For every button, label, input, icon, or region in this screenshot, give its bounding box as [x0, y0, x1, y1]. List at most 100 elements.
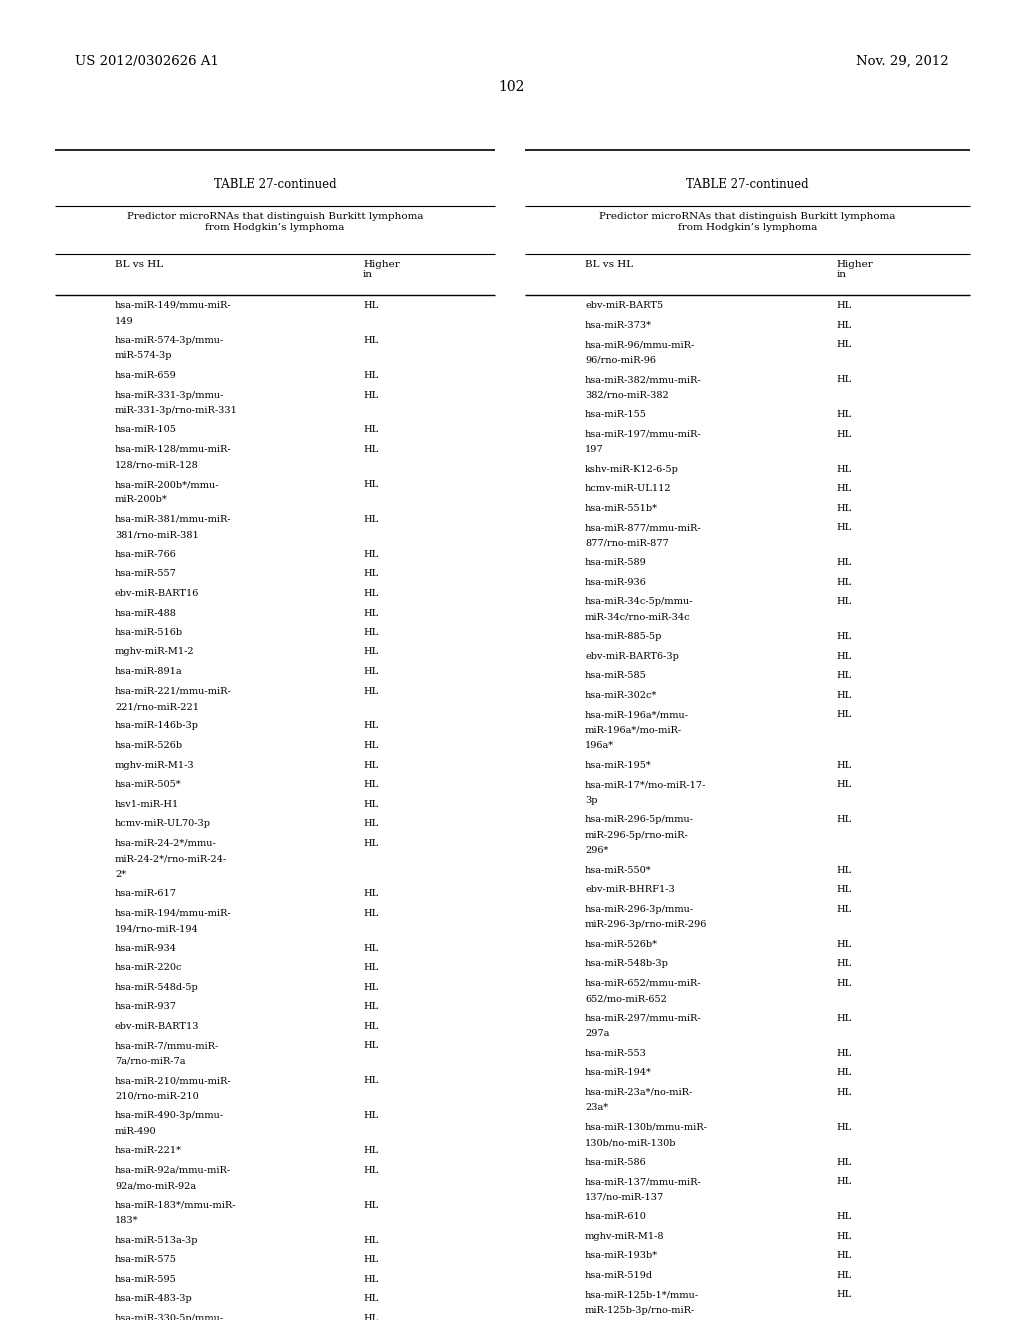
Text: HL: HL: [837, 301, 852, 310]
Text: HL: HL: [837, 904, 852, 913]
Text: HL: HL: [362, 944, 378, 953]
Text: hsa-miR-548d-5p: hsa-miR-548d-5p: [115, 982, 199, 991]
Text: HL: HL: [837, 632, 852, 642]
Text: BL vs HL: BL vs HL: [585, 260, 633, 269]
Text: hsa-miR-513a-3p: hsa-miR-513a-3p: [115, 1236, 199, 1245]
Text: mghv-miR-M1-8: mghv-miR-M1-8: [585, 1232, 665, 1241]
Text: 130b/no-miR-130b: 130b/no-miR-130b: [585, 1138, 677, 1147]
Text: hsa-miR-617: hsa-miR-617: [115, 888, 177, 898]
Text: HL: HL: [837, 814, 852, 824]
Text: HL: HL: [837, 1068, 852, 1077]
Text: HL: HL: [837, 484, 852, 492]
Text: hsa-miR-505*: hsa-miR-505*: [115, 780, 181, 789]
Text: HL: HL: [362, 515, 378, 524]
Text: 137/no-miR-137: 137/no-miR-137: [585, 1192, 665, 1201]
Text: HL: HL: [362, 1076, 378, 1085]
Text: 96/rno-miR-96: 96/rno-miR-96: [585, 355, 656, 364]
Text: 197: 197: [585, 445, 603, 454]
Text: 23a*: 23a*: [585, 1104, 608, 1111]
Text: HL: HL: [837, 1088, 852, 1097]
Text: hsa-miR-331-3p/mmu-: hsa-miR-331-3p/mmu-: [115, 391, 224, 400]
Text: miR-490: miR-490: [115, 1126, 157, 1135]
Text: hsa-miR-373*: hsa-miR-373*: [585, 321, 652, 330]
Text: HL: HL: [837, 411, 852, 418]
Text: hsa-miR-585: hsa-miR-585: [585, 671, 647, 680]
Text: hsa-miR-105: hsa-miR-105: [115, 425, 177, 434]
Text: hsa-miR-125b-1*/mmu-: hsa-miR-125b-1*/mmu-: [585, 1290, 699, 1299]
Text: HL: HL: [362, 569, 378, 578]
Text: hsa-miR-197/mmu-miR-: hsa-miR-197/mmu-miR-: [585, 429, 701, 438]
Text: 3p: 3p: [585, 796, 597, 804]
Text: hsa-miR-575: hsa-miR-575: [115, 1255, 177, 1265]
Text: HL: HL: [362, 838, 378, 847]
Text: ebv-miR-BART6-3p: ebv-miR-BART6-3p: [585, 652, 679, 660]
Text: HL: HL: [362, 391, 378, 400]
Text: HL: HL: [837, 978, 852, 987]
Text: TABLE 27-continued: TABLE 27-continued: [686, 178, 809, 191]
Text: 210/rno-miR-210: 210/rno-miR-210: [115, 1092, 199, 1101]
Text: HL: HL: [837, 558, 852, 568]
Text: HL: HL: [837, 960, 852, 968]
Text: hsa-miR-610: hsa-miR-610: [585, 1212, 647, 1221]
Text: hcmv-miR-UL70-3p: hcmv-miR-UL70-3p: [115, 818, 211, 828]
Text: ebv-miR-BART16: ebv-miR-BART16: [115, 589, 200, 598]
Text: 149: 149: [115, 317, 133, 326]
Text: HL: HL: [362, 1236, 378, 1245]
Text: HL: HL: [362, 1041, 378, 1049]
Text: HL: HL: [362, 1294, 378, 1303]
Text: mghv-miR-M1-3: mghv-miR-M1-3: [115, 760, 195, 770]
Text: HL: HL: [362, 1200, 378, 1209]
Text: HL: HL: [362, 1255, 378, 1265]
Text: hsa-miR-550*: hsa-miR-550*: [585, 866, 651, 875]
Text: miR-196a*/mo-miR-: miR-196a*/mo-miR-: [585, 726, 682, 734]
Text: HL: HL: [837, 866, 852, 875]
Text: 652/mo-miR-652: 652/mo-miR-652: [585, 994, 667, 1003]
Text: ebv-miR-BART13: ebv-miR-BART13: [115, 1022, 200, 1031]
Text: HL: HL: [362, 964, 378, 972]
Text: HL: HL: [362, 480, 378, 488]
Text: hsa-miR-24-2*/mmu-: hsa-miR-24-2*/mmu-: [115, 838, 217, 847]
Text: miR-331-3p/rno-miR-331: miR-331-3p/rno-miR-331: [115, 407, 238, 414]
Text: HL: HL: [837, 465, 852, 474]
Text: miR-125b-3p/rno-miR-: miR-125b-3p/rno-miR-: [585, 1305, 695, 1315]
Text: HL: HL: [362, 1002, 378, 1011]
Text: HL: HL: [362, 667, 378, 676]
Text: HL: HL: [362, 301, 378, 310]
Text: hsa-miR-516b: hsa-miR-516b: [115, 628, 183, 638]
Text: hsa-miR-194*: hsa-miR-194*: [585, 1068, 652, 1077]
Text: hsa-miR-128/mmu-miR-: hsa-miR-128/mmu-miR-: [115, 445, 231, 454]
Text: hsa-miR-483-3p: hsa-miR-483-3p: [115, 1294, 193, 1303]
Text: hsa-miR-885-5p: hsa-miR-885-5p: [585, 632, 663, 642]
Text: hsa-miR-553: hsa-miR-553: [585, 1048, 647, 1057]
Text: HL: HL: [362, 550, 378, 558]
Text: miR-296-3p/rno-miR-296: miR-296-3p/rno-miR-296: [585, 920, 708, 929]
Text: HL: HL: [837, 341, 852, 348]
Text: Predictor microRNAs that distinguish Burkitt lymphoma
from Hodgkin’s lymphoma: Predictor microRNAs that distinguish Bur…: [127, 213, 423, 232]
Text: miR-574-3p: miR-574-3p: [115, 351, 172, 360]
Text: hsa-miR-551b*: hsa-miR-551b*: [585, 503, 658, 512]
Text: ebv-miR-BART5: ebv-miR-BART5: [585, 301, 664, 310]
Text: HL: HL: [362, 1166, 378, 1175]
Text: ebv-miR-BHRF1-3: ebv-miR-BHRF1-3: [585, 884, 675, 894]
Text: HL: HL: [362, 628, 378, 638]
Text: HL: HL: [837, 321, 852, 330]
Text: hsa-miR-519d: hsa-miR-519d: [585, 1271, 653, 1279]
Text: hsa-miR-23a*/no-miR-: hsa-miR-23a*/no-miR-: [585, 1088, 693, 1097]
Text: hsa-miR-196a*/mmu-: hsa-miR-196a*/mmu-: [585, 710, 689, 719]
Text: HL: HL: [837, 578, 852, 586]
Text: HL: HL: [837, 1271, 852, 1279]
Text: hsa-miR-146b-3p: hsa-miR-146b-3p: [115, 722, 199, 730]
Text: 92a/mo-miR-92a: 92a/mo-miR-92a: [115, 1181, 197, 1191]
Text: HL: HL: [837, 690, 852, 700]
Text: HL: HL: [362, 1275, 378, 1283]
Text: HL: HL: [362, 908, 378, 917]
Text: HL: HL: [362, 1313, 378, 1320]
Text: HL: HL: [837, 1048, 852, 1057]
Text: hsa-miR-934: hsa-miR-934: [115, 944, 177, 953]
Text: HL: HL: [362, 982, 378, 991]
Text: hsa-miR-34c-5p/mmu-: hsa-miR-34c-5p/mmu-: [585, 597, 693, 606]
Text: hsa-miR-96/mmu-miR-: hsa-miR-96/mmu-miR-: [585, 341, 695, 348]
Text: hsa-miR-92a/mmu-miR-: hsa-miR-92a/mmu-miR-: [115, 1166, 231, 1175]
Text: HL: HL: [837, 1122, 852, 1131]
Text: hsa-miR-526b: hsa-miR-526b: [115, 741, 183, 750]
